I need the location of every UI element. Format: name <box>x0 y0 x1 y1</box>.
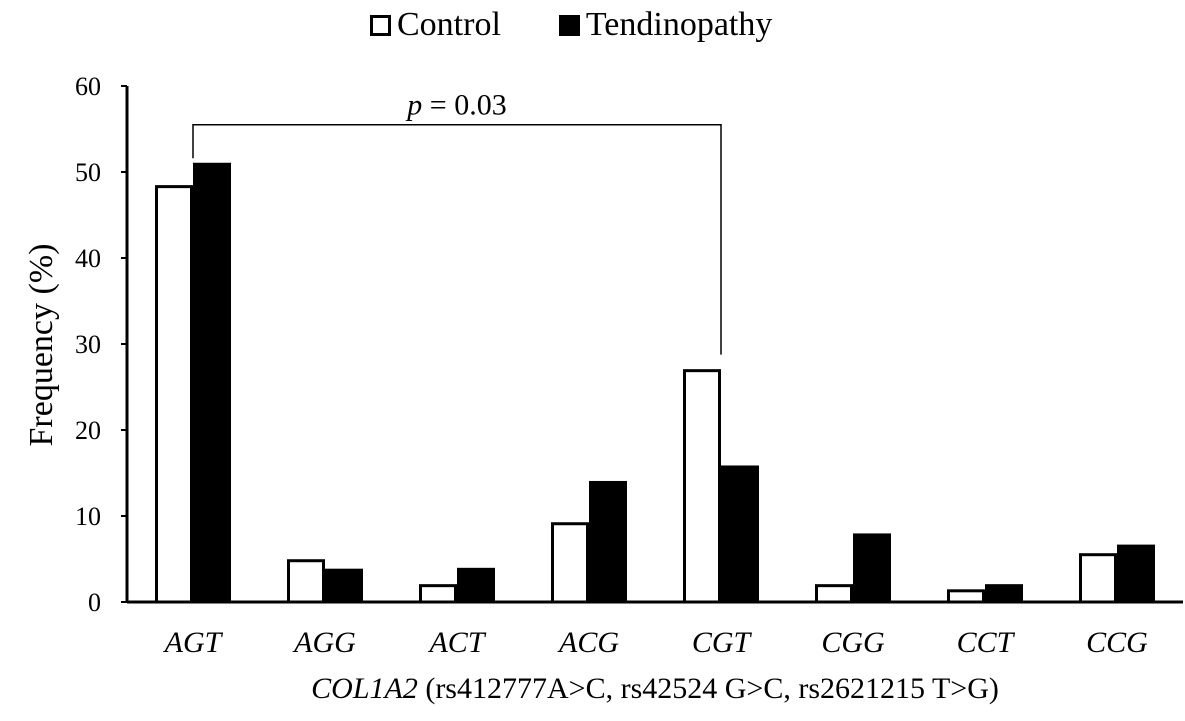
x-tick-label: ACG <box>557 626 619 659</box>
bar-tendinopathy-cgt <box>721 465 759 604</box>
bar-control-agg <box>287 559 325 604</box>
bar-control-ccg <box>1079 553 1117 604</box>
bar-control-act <box>419 584 457 604</box>
x-tick-label: CGT <box>692 626 753 659</box>
x-axis-label: COL1A2 (rs412777A>C, rs42524 G>C, rs2621… <box>311 672 999 706</box>
bar-tendinopathy-cct <box>985 584 1023 604</box>
bar-tendinopathy-acg <box>589 480 627 604</box>
bar-tendinopathy-ccg <box>1117 544 1155 604</box>
x-tick-label: CCG <box>1086 626 1148 659</box>
bar-control-cct <box>947 589 985 604</box>
legend-swatch-tendinopathy <box>558 14 580 36</box>
bar-tendinopathy-agg <box>325 568 363 604</box>
bar-tendinopathy-act <box>457 567 495 604</box>
y-tick-label: 50 <box>75 158 101 187</box>
y-tick-label: 30 <box>75 330 101 359</box>
legend-label-control: Control <box>397 6 501 43</box>
significance-bracket <box>192 123 722 355</box>
x-tick-label: AGT <box>163 626 224 659</box>
y-tick-label: 0 <box>88 588 101 617</box>
legend-item-control: Control <box>370 6 501 44</box>
legend-label-tendinopathy: Tendinopathy <box>585 6 773 43</box>
bar-control-agt <box>155 185 193 604</box>
bar-control-acg <box>551 522 589 604</box>
x-axis-label-gene: COL1A2 <box>311 672 418 705</box>
bar-tendinopathy-cgg <box>853 533 891 604</box>
x-tick-label: AGG <box>292 626 356 659</box>
legend-swatch-control <box>370 14 391 36</box>
y-tick-label: 40 <box>75 244 101 273</box>
significance-label: p = 0.03 <box>405 89 506 122</box>
x-axis-label-snps: (rs412777A>C, rs42524 G>C, rs2621215 T>G… <box>417 672 999 705</box>
legend-item-tendinopathy: Tendinopathy <box>558 6 773 44</box>
legend: Control Tendinopathy <box>370 6 824 44</box>
x-tick-label: ACT <box>427 626 486 659</box>
bar-control-cgg <box>815 584 853 604</box>
y-tick-label: 20 <box>75 416 101 445</box>
bar-tendinopathy-agt <box>193 162 231 604</box>
y-tick-label: 10 <box>75 502 101 531</box>
x-tick-label: CGG <box>821 626 885 659</box>
bar-control-cgt <box>683 369 721 604</box>
x-tick-label: CCT <box>957 626 1016 659</box>
y-tick-label: 60 <box>75 72 101 101</box>
